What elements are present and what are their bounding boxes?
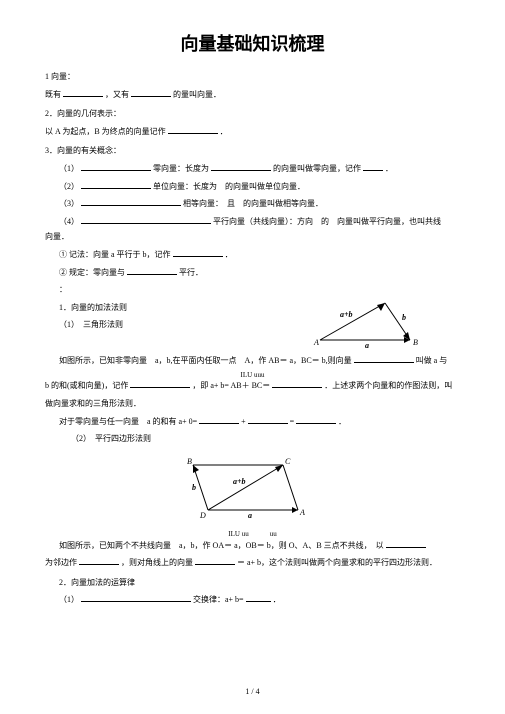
text: b 的和(或和向量)，记作	[45, 381, 128, 390]
text: 零向量：长度为	[153, 164, 209, 173]
blank	[272, 382, 322, 389]
line-2: 以 A 为起点，B 为终点的向量记作 ．	[45, 125, 460, 139]
blank	[296, 417, 336, 424]
para-2: b 的和(或和向量)，记作 ，即 a+ b= AB＋ BC＝ ．上述求两个向量和…	[45, 379, 460, 393]
text: ＝ a+ b，这个法则叫做两个向量求和的平行四边形法则．	[237, 558, 437, 567]
blank	[199, 417, 239, 424]
fig1-A: A	[313, 338, 319, 347]
blank	[63, 90, 103, 97]
triangle-svg: A B a b a+b	[310, 295, 430, 350]
text: ，又有	[105, 90, 129, 99]
blank	[81, 217, 211, 224]
blank	[168, 127, 218, 134]
text: 平行向量（共线向量）：方向 的 向量叫做平行向量，也叫共线	[213, 217, 441, 226]
text: 平行．	[179, 268, 203, 277]
text: ．	[225, 250, 233, 259]
item-4-2-1: （1） 交换律：a+ b= ．	[45, 593, 460, 607]
text: 既有	[45, 90, 61, 99]
blank	[363, 164, 383, 171]
text: 如图所示，已知两个不共线向量 a，b，作 OA＝ a，OB＝ b，则 O、A、B…	[59, 541, 384, 550]
text: ② 规定：零向量与	[59, 268, 125, 277]
fig2-b: b	[192, 483, 196, 492]
fig1-a: a	[365, 341, 369, 350]
text: =	[290, 417, 295, 426]
text: 单位向量：长度为 的向量叫做单位向量．	[153, 182, 305, 191]
text: 对于零向量与任一向量 a 的和有 a+ 0=	[59, 417, 197, 426]
page-footer: 1 / 4	[0, 687, 505, 696]
blank	[173, 250, 223, 257]
blank	[131, 90, 171, 97]
page-title: 向量基础知识梳理	[45, 30, 460, 56]
para-2b: 做向量求和的三角形法则．	[45, 397, 460, 411]
text: 为邻边作	[45, 558, 77, 567]
text: （2）	[59, 182, 79, 191]
blank	[81, 164, 151, 171]
fig2-ab: a+b	[233, 477, 246, 486]
section-4-2: 2．向量加法的运算律	[45, 576, 460, 590]
blank	[130, 382, 190, 389]
text: 的向量叫做零向量，记作	[273, 164, 361, 173]
fig1-ab: a+b	[340, 310, 353, 319]
text: 的量叫向量．	[173, 90, 221, 99]
blank	[248, 417, 288, 424]
text: 叫做 a 与	[416, 356, 448, 365]
text: ．	[220, 127, 228, 136]
fig1-B: B	[413, 338, 418, 347]
text: ，即 a+ b= AB＋ BC＝	[192, 381, 270, 390]
blank	[79, 559, 119, 566]
fig2-B: B	[187, 457, 192, 466]
item-3-4: （4） 平行向量（共线向量）：方向 的 向量叫做平行向量，也叫共线	[45, 215, 460, 229]
blank	[81, 596, 191, 603]
para-4: 如图所示，已知两个不共线向量 a，b，作 OA＝ a，OB＝ b，则 O、A、B…	[45, 539, 460, 553]
line-1: 既有 ，又有 的量叫向量．	[45, 88, 460, 102]
text: +	[241, 417, 246, 426]
text: （1）	[59, 595, 79, 604]
item-3-1: （1） 零向量：长度为 的向量叫做零向量，记作 ．	[45, 162, 460, 176]
text: ．上述求两个向量和的作图法则，叫	[324, 381, 452, 390]
blank	[195, 559, 235, 566]
item-3-3: （3） 相等向量： 且 的向量叫做相等向量．	[45, 197, 460, 211]
text: 以 A 为起点，B 为终点的向量记作	[45, 127, 166, 136]
blank	[211, 164, 271, 171]
blank	[246, 596, 271, 603]
fig2-a: a	[248, 511, 252, 520]
text: 交换律：a+ b=	[193, 595, 244, 604]
para-5: 为邻边作 ，则对角线上的向量 ＝ a+ b，这个法则叫做两个向量求和的平行四边形…	[45, 556, 460, 570]
text: ，则对角线上的向量	[121, 558, 193, 567]
item-3-6: ② 规定：零向量与 平行．	[45, 266, 460, 280]
figure-parallelogram: B C D A a b a+b	[45, 450, 460, 525]
text: ① 记法：向量 a 平行于 b，记作	[59, 250, 171, 259]
section-1-head: 1 向量：	[45, 70, 460, 84]
blank	[386, 541, 426, 548]
blank	[81, 200, 181, 207]
text: （1）	[59, 164, 79, 173]
fig2-A: A	[299, 508, 305, 517]
figure-triangle: A B a b a+b	[310, 295, 430, 355]
fig1-b: b	[402, 313, 406, 322]
section-3-head: 3．向量的有关概念：	[45, 144, 460, 158]
item-4-1-2: （2） 平行四边形法则	[45, 432, 460, 446]
blank	[354, 356, 414, 363]
fig2-D: D	[199, 511, 206, 520]
section-2-head: 2．向量的几何表示：	[45, 107, 460, 121]
text: （3）	[59, 199, 79, 208]
item-3-4-cont: 向量．	[45, 230, 460, 244]
text: （4）	[59, 217, 79, 226]
item-3-2: （2） 单位向量：长度为 的向量叫做单位向量．	[45, 180, 460, 194]
blank	[81, 182, 151, 189]
text: ．	[338, 417, 346, 426]
para-1: 如图所示，已知非零向量 a，b,在平面内任取一点 A，作 AB＝ a，BC＝ b…	[45, 354, 460, 368]
text: 如图所示，已知非零向量 a，b,在平面内任取一点 A，作 AB＝ a，BC＝ b…	[59, 356, 352, 365]
item-3-5: ① 记法：向量 a 平行于 b，记作 ．	[45, 248, 460, 262]
blank	[127, 268, 177, 275]
para-3: 对于零向量与任一向量 a 的和有 a+ 0= + = ．	[45, 415, 460, 429]
text: ．	[273, 595, 281, 604]
parallelogram-svg: B C D A a b a+b	[178, 450, 328, 520]
text: ．	[385, 164, 393, 173]
text: 相等向量： 且 的向量叫做相等向量．	[183, 199, 323, 208]
fig2-C: C	[285, 457, 291, 466]
